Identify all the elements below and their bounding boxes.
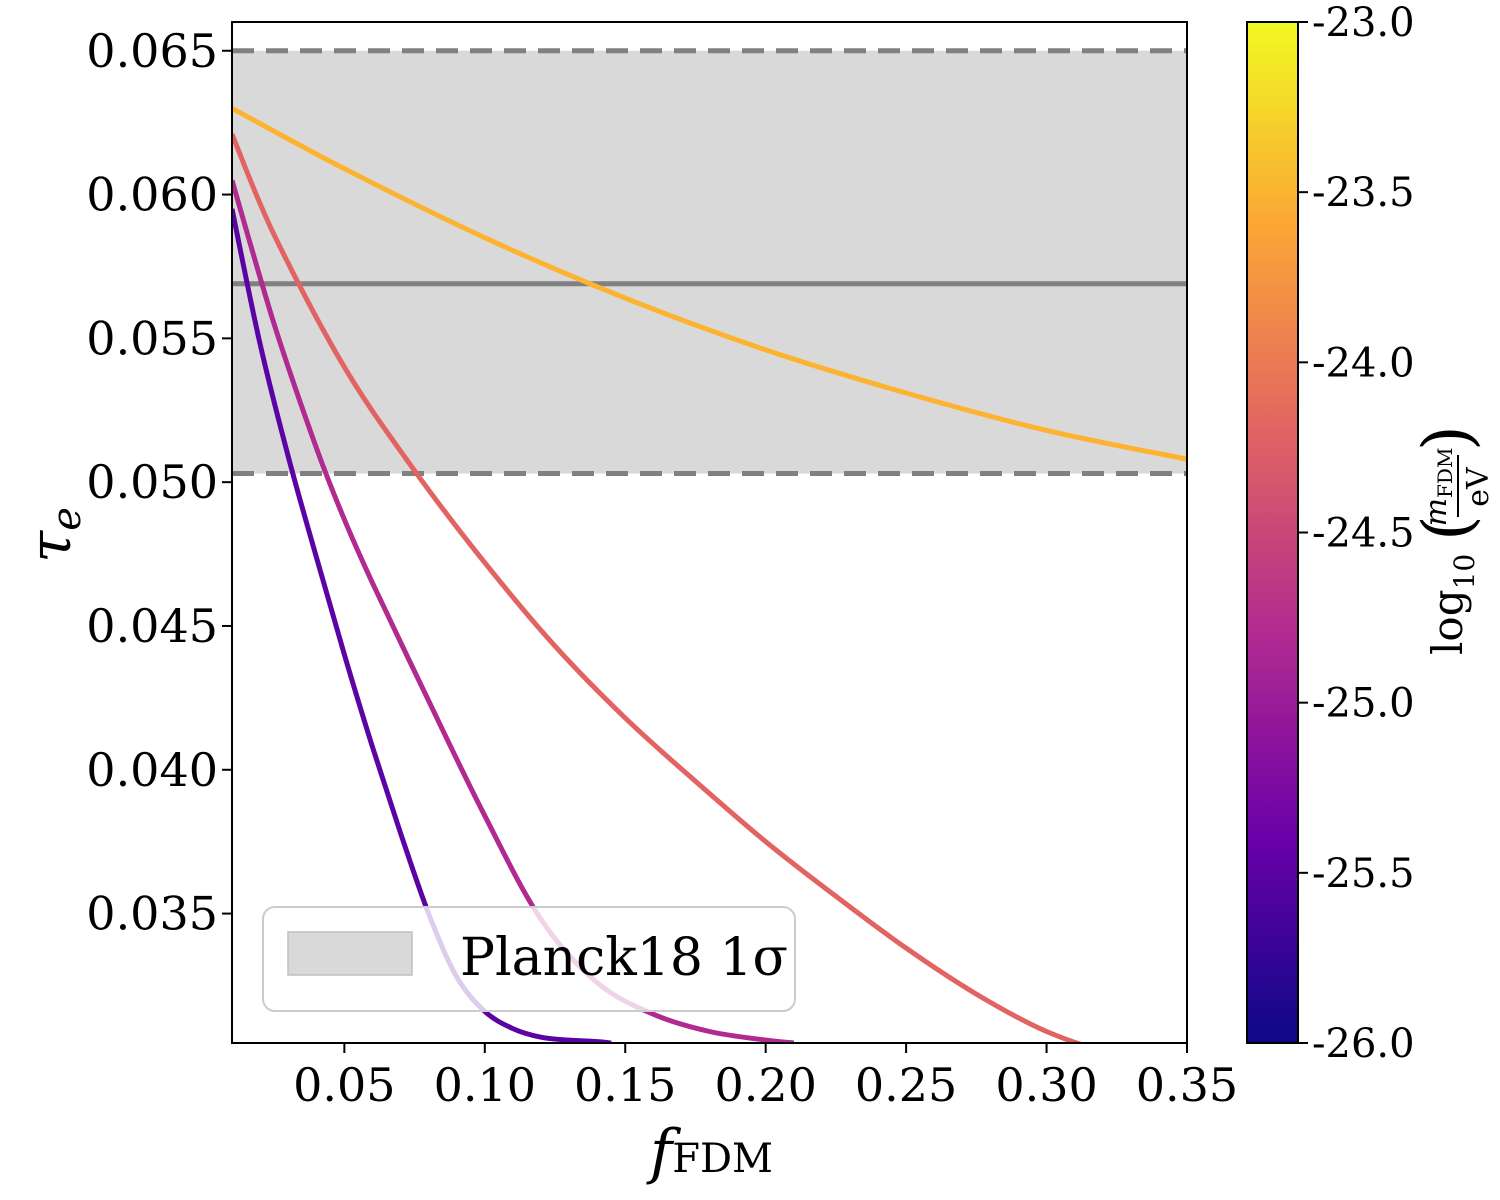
y-tick-label-1: 0.040 xyxy=(86,743,218,797)
colorbar-tick-label-0: -26.0 xyxy=(1312,1021,1415,1067)
x-axis-label: fFDM xyxy=(646,1117,773,1187)
y-tick-label-0: 0.035 xyxy=(86,887,218,941)
colorbar-label-log: log10 xyxy=(1423,554,1481,655)
colorbar-axis: -26.0 -25.5 -25.0 -24.5 -24.0 -23.5 -23.0 xyxy=(1298,0,1415,1067)
colorbar-label-base: 10 xyxy=(1448,554,1481,590)
y-axis-label: τe xyxy=(16,507,90,563)
x-tick-label-1: 0.10 xyxy=(434,1058,536,1112)
y-tick-label-5: 0.060 xyxy=(86,168,218,222)
y-axis-label-sub: e xyxy=(44,507,90,531)
colorbar-label-paren-close: ) xyxy=(1409,425,1486,451)
colorbar-label-paren-open: ( xyxy=(1409,515,1486,541)
series-line-2 xyxy=(232,133,1085,1043)
series-line-0 xyxy=(232,208,612,1043)
x-tick-label-2: 0.15 xyxy=(574,1058,676,1112)
colorbar-label-numerator: mFDM xyxy=(1419,448,1457,527)
series-line-1 xyxy=(232,179,795,1043)
x-tick-label-5: 0.30 xyxy=(995,1058,1097,1112)
band-fill xyxy=(232,50,1187,474)
legend-swatch xyxy=(287,931,413,976)
y-axis-label-main: τ xyxy=(16,530,84,563)
colorbar-tick-label-6: -23.0 xyxy=(1312,0,1415,46)
y-tick-label-2: 0.045 xyxy=(86,599,218,653)
x-tick-label-3: 0.20 xyxy=(714,1058,816,1112)
x-tick-label-0: 0.05 xyxy=(293,1058,395,1112)
colorbar-label-prefix: log xyxy=(1423,589,1472,655)
x-tick-label-4: 0.25 xyxy=(855,1058,957,1112)
y-tick-label-6: 0.065 xyxy=(86,24,218,78)
colorbar-label-num-main: m xyxy=(1419,498,1454,526)
colorbar-label: log10 ( mFDM eV ) xyxy=(1409,425,1496,655)
axes: 0.05 0.10 0.15 0.20 0.25 0.30 0.35 0.035 0.040 0.… xyxy=(86,24,1238,1112)
y-tick-label-4: 0.055 xyxy=(86,311,218,365)
legend: Planck18 1σ xyxy=(262,906,796,1012)
x-axis-label-sub: FDM xyxy=(672,1136,773,1182)
y-tick-label-3: 0.050 xyxy=(86,455,218,509)
colorbar xyxy=(1246,21,1299,1044)
colorbar-label-num-sub: FDM xyxy=(1433,448,1457,498)
planck-band xyxy=(232,48,1187,477)
series-group xyxy=(232,106,1187,1043)
x-tick-label-6: 0.35 xyxy=(1136,1058,1238,1112)
colorbar-label-denominator: eV xyxy=(1461,466,1496,507)
colorbar-tick-label-4: -24.0 xyxy=(1312,340,1415,386)
plot-frame xyxy=(231,21,1188,1044)
colorbar-tick-label-2: -25.0 xyxy=(1312,681,1415,727)
colorbar-tick-label-3: -24.5 xyxy=(1312,511,1415,557)
colorbar-tick-label-1: -25.5 xyxy=(1312,851,1415,897)
series-line-3 xyxy=(232,106,1187,462)
legend-label: Planck18 1σ xyxy=(460,928,788,988)
colorbar-tick-label-5: -23.5 xyxy=(1312,170,1415,216)
